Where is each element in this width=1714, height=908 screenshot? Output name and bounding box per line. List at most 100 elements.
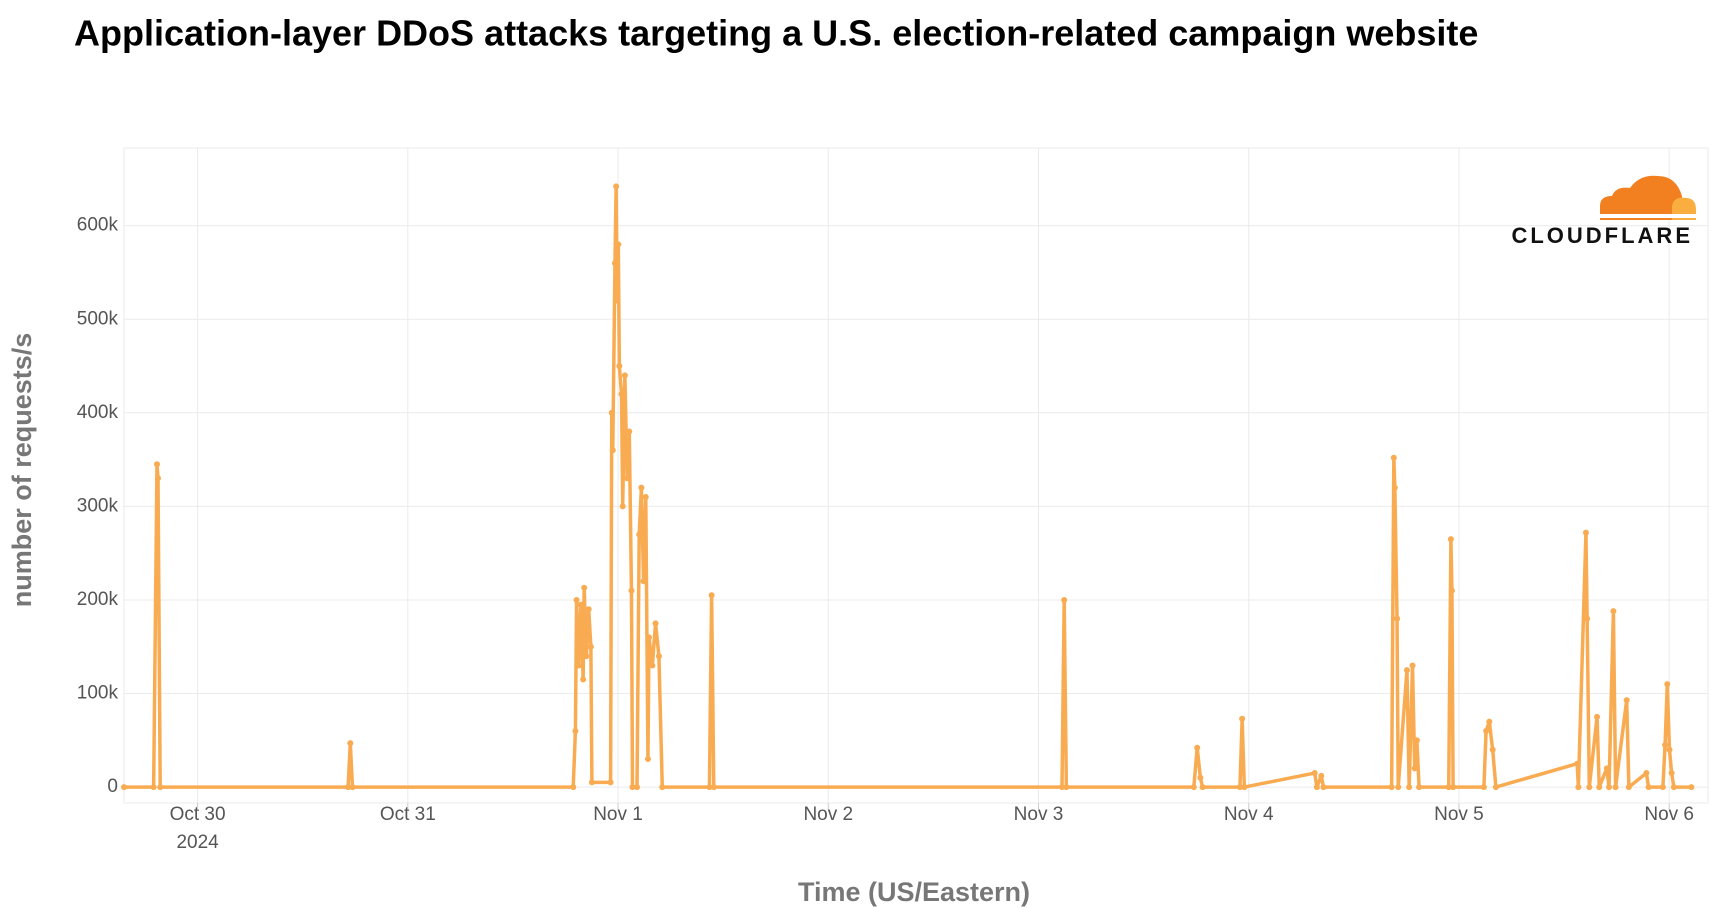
x-tick-label: Nov 1	[593, 804, 643, 825]
data-point	[649, 662, 656, 669]
y-tick-label: 200k	[77, 589, 119, 610]
y-axis-title: number of requests/s	[7, 333, 37, 608]
data-point	[619, 503, 626, 510]
x-tick-label: Nov 5	[1434, 804, 1484, 825]
chart-title: Application-layer DDoS attacks targeting…	[74, 13, 1478, 54]
data-point	[1489, 746, 1496, 753]
data-point	[1194, 744, 1201, 751]
data-point	[640, 578, 647, 585]
data-point	[629, 784, 636, 791]
data-point	[642, 494, 649, 501]
data-point	[1668, 770, 1675, 777]
data-point	[1241, 784, 1248, 791]
data-point	[573, 596, 580, 603]
y-tick-label: 500k	[77, 308, 119, 329]
data-point	[1582, 529, 1589, 536]
data-point	[1623, 697, 1630, 704]
data-point	[611, 260, 618, 267]
data-point	[1664, 681, 1671, 688]
y-tick-label: 0	[107, 776, 118, 797]
data-point	[1575, 784, 1582, 791]
data-point	[607, 779, 614, 786]
logo-cloud	[1600, 175, 1682, 220]
data-point	[1197, 774, 1204, 781]
data-point	[1483, 727, 1490, 734]
data-point	[1448, 587, 1455, 594]
data-point	[1486, 718, 1493, 725]
data-point	[1625, 784, 1632, 791]
data-point	[1670, 784, 1677, 791]
data-point	[1406, 784, 1413, 791]
data-point	[583, 653, 590, 660]
data-point	[1413, 737, 1420, 744]
data-point	[618, 391, 625, 398]
data-point	[581, 584, 588, 591]
data-point	[1409, 662, 1416, 669]
data-point	[349, 784, 356, 791]
data-point	[644, 756, 651, 763]
data-point	[1403, 667, 1410, 674]
data-point	[621, 372, 628, 379]
data-point	[345, 784, 352, 791]
x-tick-label: Nov 4	[1224, 804, 1274, 825]
plot	[121, 183, 1695, 791]
data-point	[347, 740, 354, 747]
data-point	[577, 601, 584, 608]
data-point	[1612, 784, 1619, 791]
data-point	[1610, 608, 1617, 615]
data-point	[1596, 784, 1603, 791]
x-tick-label: Oct 30	[170, 804, 226, 825]
data-point	[1061, 596, 1068, 603]
data-point	[121, 784, 127, 791]
data-point	[1239, 715, 1246, 722]
data-point	[706, 784, 713, 791]
data-point	[655, 653, 662, 660]
data-point	[652, 620, 659, 627]
data-point	[580, 676, 587, 683]
data-point	[1058, 784, 1065, 791]
data-point	[1445, 784, 1452, 791]
data-point	[1447, 536, 1454, 543]
data-point	[1388, 784, 1395, 791]
data-point	[1391, 484, 1398, 491]
x-axis-year: 2024	[176, 832, 219, 853]
data-point	[659, 784, 666, 791]
logo-text: CLOUDFLARE	[1511, 223, 1693, 248]
data-point	[1659, 784, 1666, 791]
data-point	[1063, 784, 1070, 791]
data-point	[616, 363, 623, 370]
data-point	[150, 784, 157, 791]
data-point	[1311, 770, 1318, 777]
data-point	[1236, 784, 1243, 791]
plot-frame	[123, 147, 1709, 804]
data-point	[1450, 784, 1457, 791]
data-point	[710, 784, 717, 791]
x-tick-label: Nov 6	[1644, 804, 1694, 825]
data-point	[614, 297, 621, 304]
data-point	[1645, 784, 1652, 791]
data-point	[157, 784, 164, 791]
data-point	[624, 475, 631, 482]
data-point	[613, 183, 620, 190]
data-point	[645, 634, 652, 641]
data-point	[1662, 741, 1669, 748]
data-point	[1390, 454, 1397, 461]
data-point	[1395, 784, 1402, 791]
data-point	[634, 784, 641, 791]
data-point	[1318, 772, 1325, 779]
data-point	[1584, 615, 1591, 622]
data-point	[1394, 615, 1401, 622]
data-point	[1643, 770, 1650, 777]
data-point	[1603, 765, 1610, 772]
data-point	[636, 531, 643, 538]
grid	[124, 148, 1708, 803]
data-point	[615, 241, 622, 248]
logo: CLOUDFLARE	[1511, 175, 1700, 248]
data-point	[1320, 784, 1327, 791]
data-point	[1574, 760, 1581, 767]
data-point	[155, 475, 162, 482]
y-tick-label: 300k	[77, 495, 119, 516]
data-point	[1190, 784, 1197, 791]
